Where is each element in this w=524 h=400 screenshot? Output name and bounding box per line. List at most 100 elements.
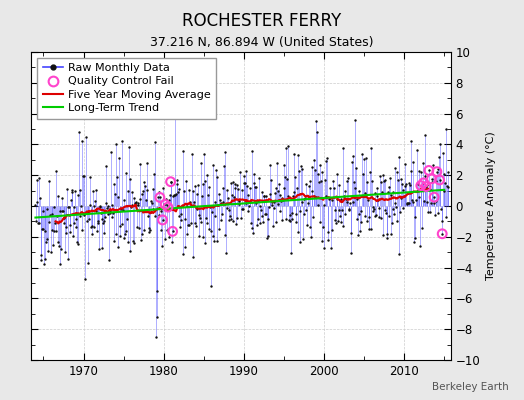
Point: [414, 180, 422, 187]
Point: [117, 221, 126, 227]
Point: [31, 202, 40, 208]
Point: [80, 212, 88, 218]
Point: [433, 168, 441, 175]
Point: [291, 173, 299, 180]
Point: [434, 166, 442, 172]
Point: [214, 226, 223, 232]
Point: [388, 220, 396, 226]
Point: [107, 214, 116, 220]
Point: [312, 194, 320, 200]
Point: [270, 205, 278, 212]
Point: [107, 148, 115, 155]
Point: [308, 164, 316, 170]
Point: [343, 178, 352, 184]
Point: [200, 151, 208, 157]
Point: [286, 218, 294, 224]
Point: [419, 180, 428, 186]
Point: [151, 139, 159, 146]
Point: [172, 177, 181, 183]
Point: [123, 216, 132, 222]
Point: [298, 199, 306, 206]
Point: [88, 230, 96, 237]
Point: [326, 195, 335, 202]
Point: [357, 219, 365, 225]
Point: [409, 159, 417, 166]
Point: [296, 238, 304, 245]
Point: [135, 225, 144, 231]
Point: [261, 211, 269, 218]
Point: [305, 183, 313, 190]
Point: [167, 178, 175, 185]
Point: [75, 213, 84, 220]
Point: [266, 162, 275, 168]
Point: [188, 151, 196, 157]
Point: [191, 220, 199, 226]
Point: [104, 203, 112, 210]
Point: [110, 238, 118, 244]
Point: [147, 198, 156, 204]
Point: [146, 208, 155, 215]
Point: [373, 184, 381, 191]
Point: [301, 207, 310, 214]
Point: [182, 177, 190, 184]
Point: [162, 227, 171, 234]
Point: [102, 163, 111, 170]
Point: [396, 209, 404, 216]
Point: [66, 229, 74, 235]
Point: [425, 209, 434, 215]
Point: [75, 129, 83, 135]
Point: [289, 188, 298, 195]
Point: [346, 200, 354, 206]
Point: [403, 201, 412, 208]
Point: [344, 174, 352, 181]
Point: [56, 208, 64, 214]
Point: [373, 192, 381, 199]
Point: [441, 180, 449, 186]
Point: [230, 193, 238, 200]
Point: [354, 188, 363, 194]
Point: [361, 213, 369, 220]
Point: [82, 209, 91, 215]
Point: [288, 216, 297, 222]
Point: [162, 196, 170, 202]
Point: [442, 126, 451, 133]
Point: [101, 214, 109, 220]
Point: [370, 206, 378, 212]
Point: [278, 217, 287, 223]
Point: [322, 193, 331, 199]
Point: [340, 192, 348, 199]
Point: [102, 200, 110, 206]
Point: [389, 189, 398, 195]
Point: [435, 154, 443, 160]
Point: [116, 222, 125, 229]
Point: [141, 183, 149, 190]
Point: [291, 211, 300, 217]
Point: [356, 208, 365, 215]
Point: [386, 174, 394, 181]
Point: [209, 233, 217, 240]
Point: [81, 134, 90, 140]
Point: [332, 220, 340, 226]
Point: [365, 226, 374, 232]
Point: [417, 182, 425, 189]
Point: [76, 186, 84, 193]
Point: [303, 199, 312, 206]
Point: [121, 231, 129, 237]
Point: [319, 224, 328, 230]
Point: [59, 208, 67, 215]
Point: [439, 150, 447, 156]
Point: [438, 218, 446, 224]
Point: [247, 148, 256, 154]
Point: [382, 209, 390, 216]
Point: [283, 193, 292, 199]
Point: [216, 216, 225, 223]
Point: [221, 232, 229, 238]
Point: [43, 236, 52, 242]
Point: [363, 218, 372, 224]
Point: [323, 154, 331, 161]
Point: [309, 214, 318, 220]
Point: [90, 202, 98, 209]
Point: [44, 248, 52, 255]
Point: [151, 334, 160, 340]
Point: [77, 202, 85, 209]
